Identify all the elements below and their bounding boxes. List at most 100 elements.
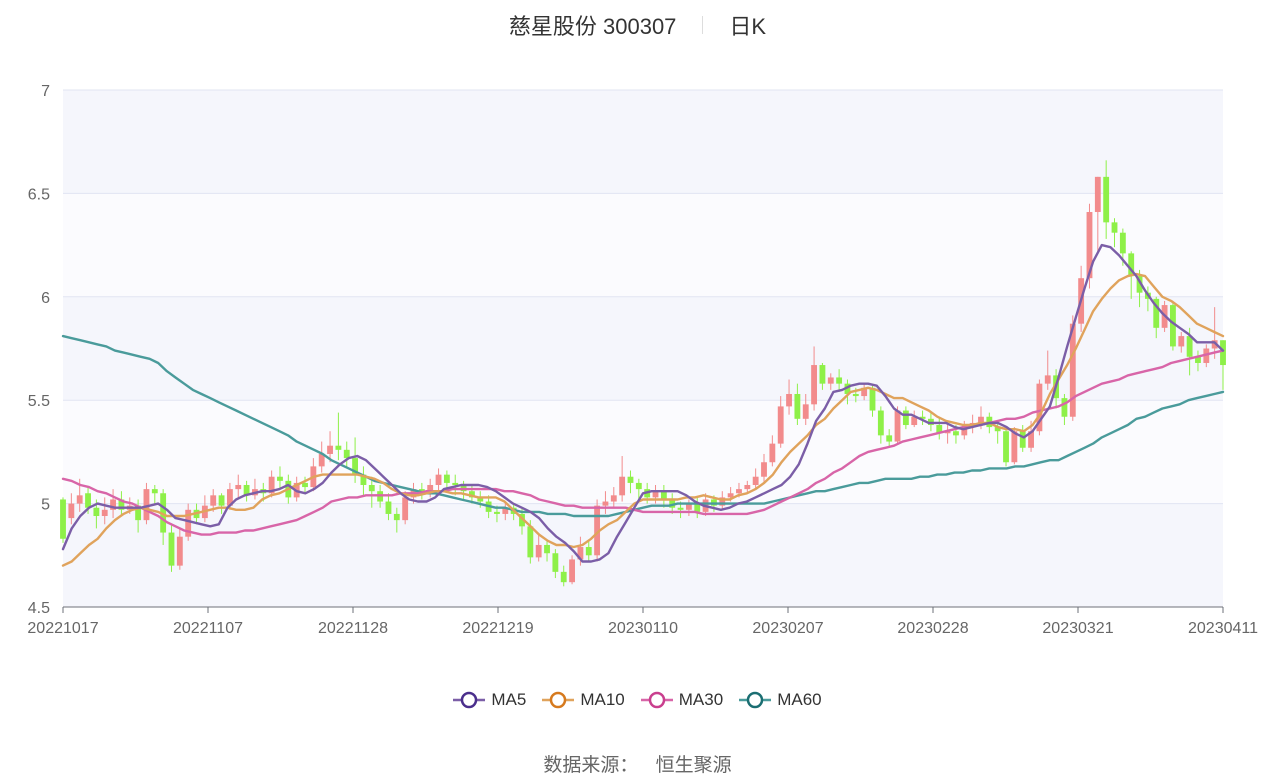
- candle-body: [85, 493, 91, 508]
- candle: [143, 482, 150, 525]
- candle-body: [844, 383, 851, 394]
- x-tick-label: 20221017: [27, 620, 98, 637]
- candle-body: [469, 491, 475, 498]
- candle: [802, 393, 809, 426]
- candle-body: [494, 511, 500, 514]
- candle: [627, 470, 634, 494]
- band-4: [63, 90, 1223, 194]
- candle: [335, 412, 342, 461]
- candle: [619, 456, 626, 502]
- candle: [1220, 340, 1226, 390]
- candle-body: [343, 449, 350, 459]
- candle-body: [736, 489, 742, 494]
- candle: [994, 420, 1001, 444]
- candlestick-chart[interactable]: 4.555.566.57 20221017 20221107 20221128 202…: [0, 0, 1275, 680]
- y-axis: 4.5 5 5.5 6 6.5 7: [28, 83, 50, 617]
- y-tick-label: 5.5: [28, 393, 50, 410]
- line-ma60: [61, 334, 1225, 518]
- candle: [118, 491, 125, 517]
- candle-body: [1153, 298, 1160, 328]
- candle: [1103, 160, 1110, 239]
- candle-body: [1019, 431, 1026, 448]
- candle: [176, 528, 183, 570]
- y-tick-label: 6: [41, 290, 50, 307]
- candle-body: [185, 509, 192, 537]
- y-tick-label: 5: [41, 497, 50, 514]
- candle: [360, 466, 367, 496]
- candle: [1003, 427, 1009, 467]
- candle-body: [60, 499, 66, 539]
- candle: [869, 385, 876, 417]
- candle-body: [1136, 276, 1143, 293]
- candle: [1170, 300, 1176, 351]
- candle: [660, 484, 667, 508]
- candle: [1036, 379, 1043, 436]
- candle-body: [218, 495, 225, 506]
- candle: [268, 470, 275, 498]
- candle: [861, 383, 868, 401]
- candle: [669, 493, 676, 514]
- candle-body: [619, 476, 626, 496]
- candle-body: [360, 474, 367, 485]
- legend-item-ma5[interactable]: MA5: [453, 690, 526, 710]
- candle-body: [235, 484, 242, 490]
- candle-body: [168, 532, 175, 566]
- candle-body: [1003, 431, 1009, 463]
- candle-body: [176, 536, 183, 566]
- legend-item-ma60[interactable]: MA60: [739, 690, 822, 710]
- x-tick-label: 20230207: [752, 620, 823, 637]
- candle-body: [902, 410, 909, 426]
- candle-body: [135, 505, 142, 521]
- candle: [685, 499, 692, 517]
- band-3: [63, 193, 1223, 297]
- candle-body: [118, 499, 125, 510]
- candle-body: [243, 484, 250, 496]
- candle: [569, 555, 575, 585]
- candle-body: [827, 377, 834, 384]
- candle-body: [1195, 356, 1201, 363]
- candle: [911, 410, 918, 428]
- candle: [435, 468, 442, 492]
- candle-body: [877, 410, 884, 436]
- y-tick-label: 4.5: [28, 600, 50, 617]
- candle-body: [669, 499, 676, 508]
- candle-body: [994, 427, 1001, 432]
- candle-body: [627, 476, 634, 483]
- x-tick-label: 20221219: [462, 620, 533, 637]
- line-ma10: [61, 272, 1225, 567]
- candle: [277, 466, 283, 490]
- candle-body: [961, 427, 968, 436]
- candle: [385, 493, 392, 521]
- chart-title: 慈星股份 300307 日K: [0, 8, 1275, 42]
- candle-body: [852, 393, 859, 397]
- candle: [1195, 350, 1201, 372]
- candle-body: [719, 497, 726, 506]
- legend-item-ma30[interactable]: MA30: [640, 690, 724, 710]
- candle-body: [1036, 383, 1043, 432]
- candle-body: [685, 503, 692, 510]
- candle-body: [393, 513, 400, 521]
- candle: [327, 431, 333, 463]
- legend-marker-icon: [453, 691, 486, 709]
- candle-body: [477, 497, 484, 502]
- candle: [452, 474, 459, 496]
- candle-body: [277, 476, 283, 481]
- candle-body: [302, 482, 308, 488]
- candle-body: [335, 445, 342, 450]
- candle-body: [544, 544, 550, 554]
- candle-body: [1094, 176, 1101, 213]
- candle-body: [861, 387, 868, 397]
- band-2: [63, 296, 1223, 401]
- legend-label: MA30: [678, 690, 724, 709]
- legend-marker-icon: [640, 691, 673, 709]
- candle: [243, 480, 250, 502]
- candle-body: [752, 476, 759, 485]
- candle: [594, 499, 601, 562]
- candle: [502, 501, 509, 521]
- candle-body: [110, 499, 116, 510]
- candle: [560, 565, 567, 587]
- legend-marker-icon: [739, 691, 772, 709]
- candle-body: [694, 503, 701, 512]
- candle-body: [894, 410, 901, 442]
- legend-item-ma10[interactable]: MA10: [542, 690, 625, 710]
